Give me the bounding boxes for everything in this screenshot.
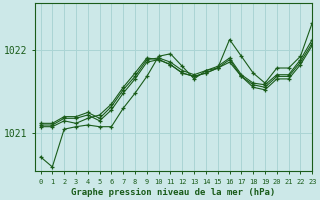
X-axis label: Graphe pression niveau de la mer (hPa): Graphe pression niveau de la mer (hPa) bbox=[71, 188, 276, 197]
